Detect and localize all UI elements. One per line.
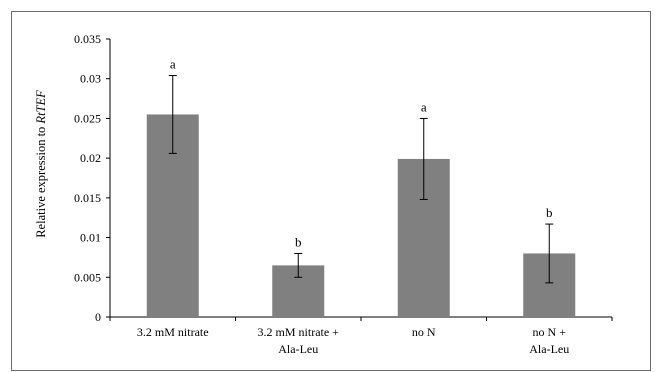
bar-chart: Relative expression to RtTEF 00.0050.010… [34,32,613,356]
y-tick-label: 0.025 [74,111,101,125]
y-tick-label: 0.015 [74,191,101,205]
y-tick-label: 0 [95,310,101,324]
significance-letter: b [546,205,553,220]
y-tick-label: 0.03 [80,72,101,86]
x-category-label: 3.2 mM nitrate + Ala-Leu [258,325,340,356]
y-axis-label: Relative expression to RtTEF [34,90,48,238]
significance-letter: a [421,99,427,114]
x-category-label-line: Ala-Leu [529,342,569,356]
y-tick-label: 0.02 [80,151,101,165]
y-tick-label: 0.035 [74,32,101,46]
x-category-label: no N [412,325,436,339]
y-tick-label: 0.01 [80,231,101,245]
x-category-label-line: no N + [533,325,567,339]
x-category-label-line: 3.2 mM nitrate + [258,325,340,339]
x-category-label-line: Ala-Leu [278,342,318,356]
plot-area: 0 0.005 0.01 0.015 0.02 0.025 0.03 0.035 a 3.2 mM… [74,32,613,356]
x-category-label-line: no N [412,325,436,339]
x-category-label-line: 3.2 mM nitrate [137,325,209,339]
x-category-label: 3.2 mM nitrate [137,325,209,339]
significance-letter: b [295,234,302,249]
svg-text:Relative expression to RtTEF: Relative expression to RtTEF [34,90,48,238]
significance-letter: a [170,57,176,72]
y-tick-label: 0.005 [74,270,101,284]
chart-frame: Relative expression to RtTEF 0 0.005 0.01 0… [11,11,651,371]
y-axis-label-text: Relative expression to [34,124,48,238]
y-axis-label-gene: RtTEF [34,90,48,125]
x-category-label: no N + Ala-Leu [529,325,569,356]
